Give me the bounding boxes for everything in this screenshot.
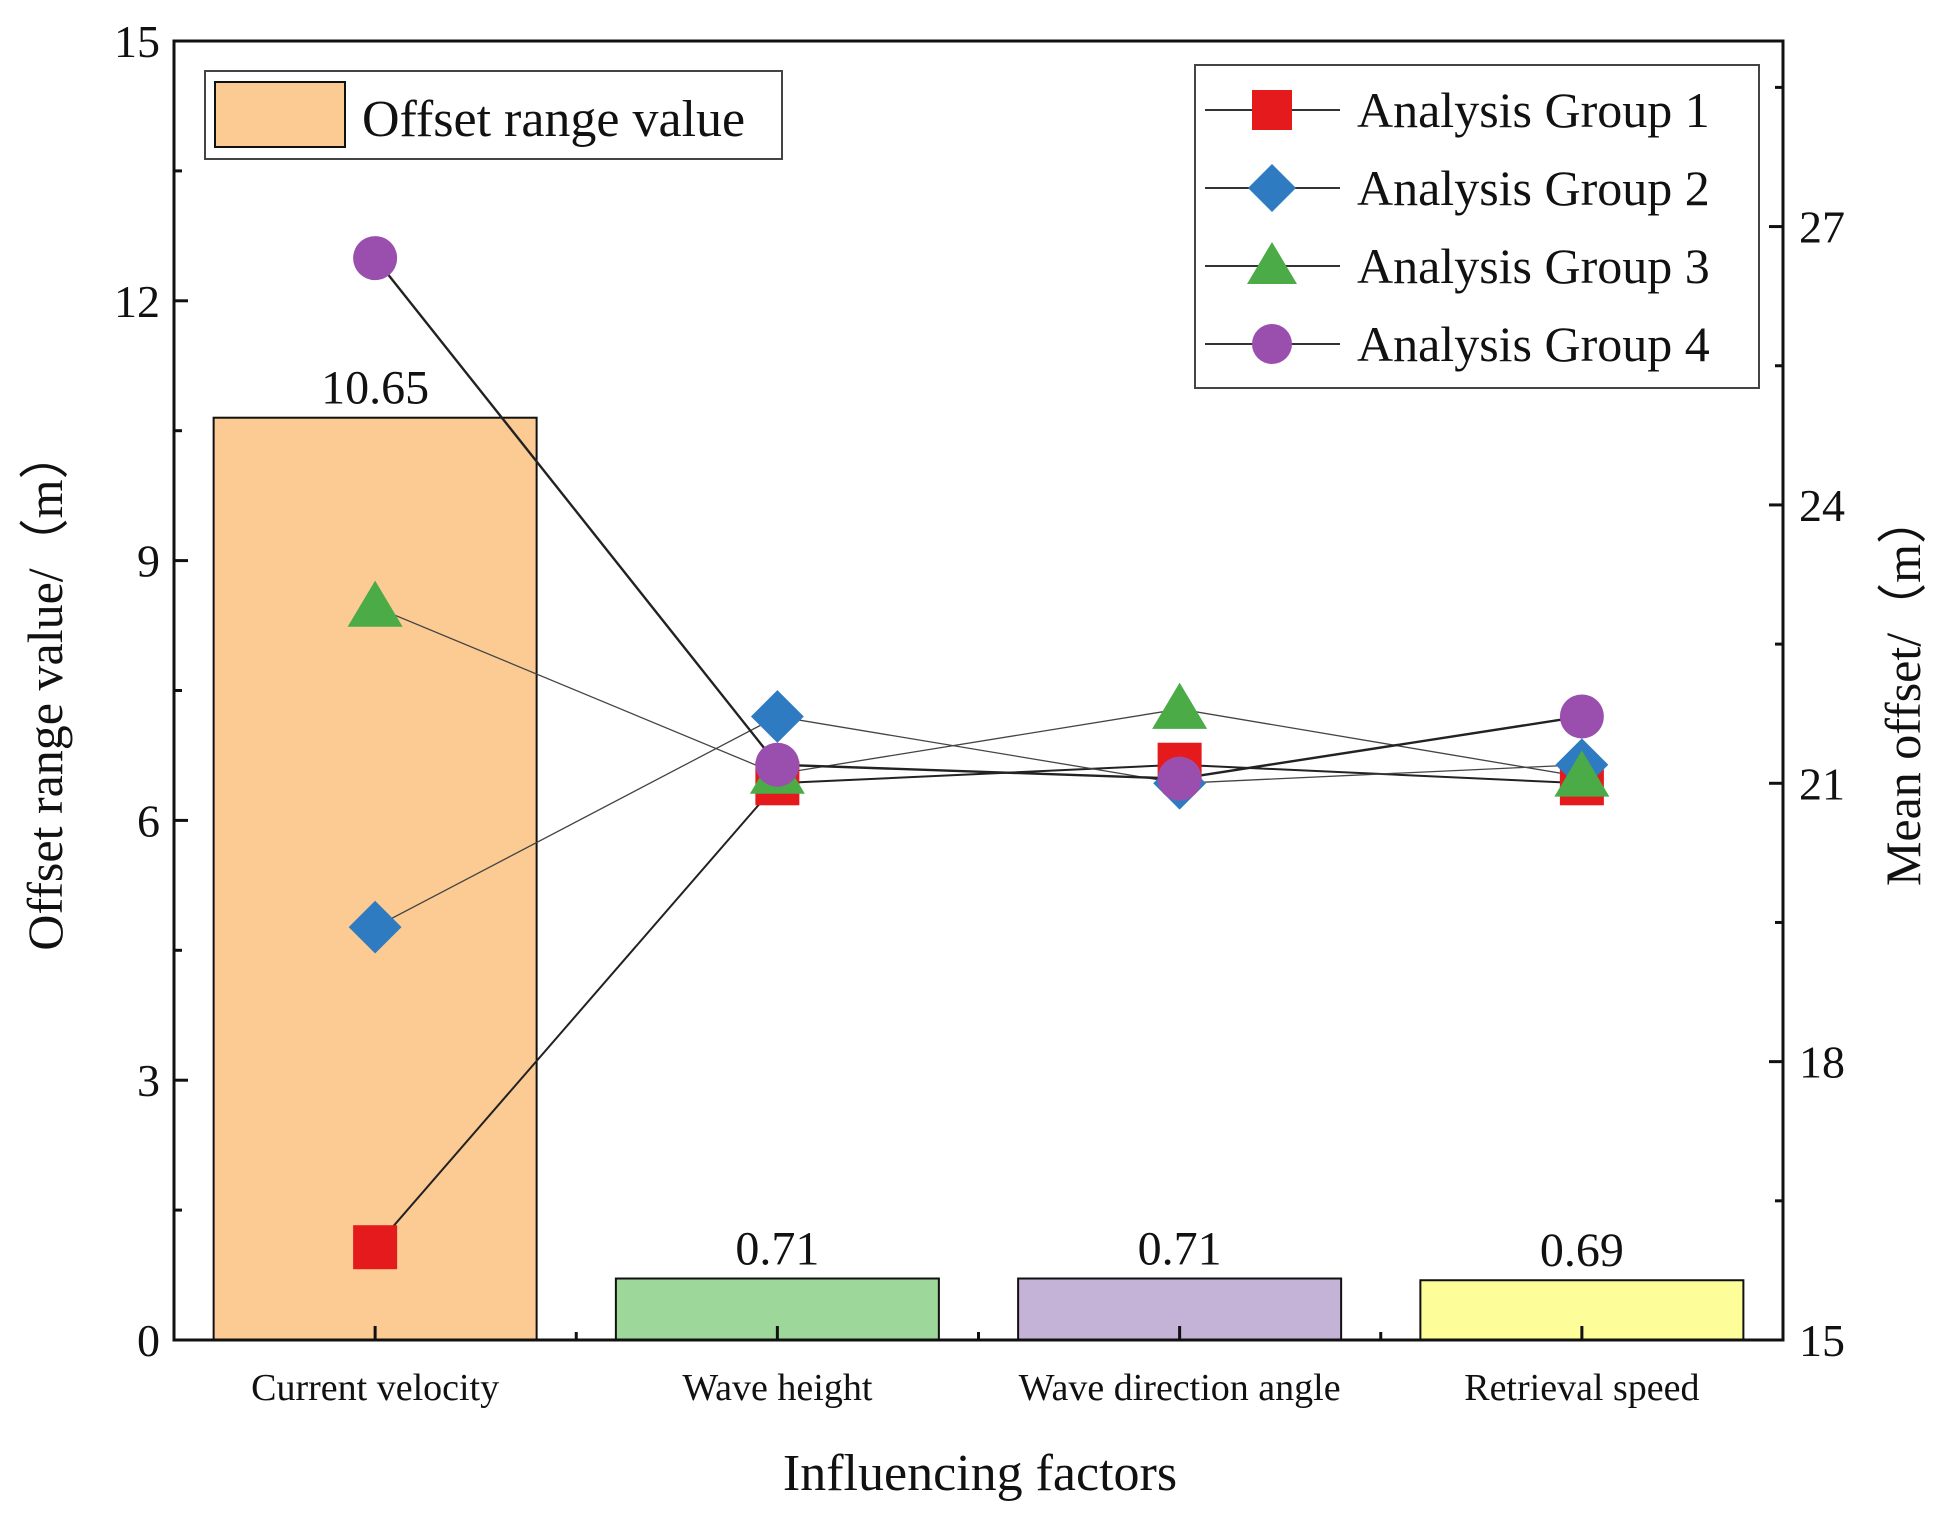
legend-series-label: Analysis Group 3 bbox=[1357, 238, 1710, 294]
marker-square bbox=[1252, 90, 1292, 130]
x-tick-label: Wave height bbox=[682, 1367, 872, 1409]
marker-diamond bbox=[1248, 164, 1296, 212]
bar-value-label: 0.69 bbox=[1540, 1224, 1624, 1277]
legend-bar: Offset range value bbox=[204, 70, 783, 160]
bar bbox=[1419, 1279, 1745, 1341]
marker-triangle bbox=[1247, 242, 1297, 284]
y-axis-right-label: Mean offset/（m） bbox=[1875, 494, 1931, 886]
bar-value-label: 0.71 bbox=[1138, 1223, 1222, 1276]
x-tick-label: Wave direction angle bbox=[1019, 1367, 1341, 1409]
bar bbox=[212, 416, 538, 1341]
marker-diamond bbox=[348, 900, 402, 954]
marker-circle bbox=[755, 742, 800, 787]
bar-value-label: 0.71 bbox=[735, 1223, 819, 1276]
y-left-tick-label: 12 bbox=[114, 276, 160, 327]
bar-value-label: 10.65 bbox=[321, 362, 429, 415]
legend-series-label: Analysis Group 1 bbox=[1357, 82, 1710, 138]
y-left-tick-label: 9 bbox=[137, 536, 160, 587]
series-line bbox=[374, 763, 1582, 1248]
x-tick-label: Retrieval speed bbox=[1464, 1367, 1699, 1409]
marker-square bbox=[353, 1225, 398, 1270]
marker-triangle bbox=[347, 580, 403, 627]
series-line bbox=[374, 715, 1582, 928]
series-line bbox=[374, 606, 1582, 778]
marker-triangle bbox=[1554, 750, 1610, 797]
series-line bbox=[374, 257, 1583, 780]
marker-diamond bbox=[750, 690, 804, 743]
y-right-tick-label: 15 bbox=[1799, 1315, 1845, 1366]
x-tick-label: Current velocity bbox=[251, 1367, 499, 1409]
marker-circle bbox=[1157, 756, 1202, 801]
legend-bar-label: Offset range value bbox=[362, 91, 745, 148]
y-right-tick-label: 18 bbox=[1799, 1037, 1845, 1088]
marker-circle bbox=[353, 236, 398, 281]
x-axis-label: Influencing factors bbox=[783, 1445, 1177, 1502]
legend-bar-swatch bbox=[214, 81, 346, 148]
y-axis-left-label: Offset range value/（m） bbox=[17, 429, 73, 950]
marker-circle bbox=[1252, 324, 1292, 364]
y-right-tick-label: 24 bbox=[1799, 480, 1845, 531]
y-left-tick-label: 6 bbox=[137, 795, 160, 846]
y-left-tick-label: 3 bbox=[137, 1055, 160, 1106]
marker-triangle bbox=[1152, 682, 1208, 729]
y-left-tick-label: 0 bbox=[137, 1315, 160, 1366]
legend-lines: Analysis Group 1 Analysis Group 2 Analysis… bbox=[1194, 64, 1760, 389]
y-left-tick-label: 15 bbox=[114, 16, 160, 67]
marker-circle bbox=[1559, 694, 1604, 739]
legend-series-label: Analysis Group 4 bbox=[1357, 316, 1710, 372]
y-right-tick-label: 21 bbox=[1799, 758, 1845, 809]
y-right-tick-label: 27 bbox=[1799, 202, 1845, 253]
legend-series-label: Analysis Group 2 bbox=[1357, 160, 1710, 216]
